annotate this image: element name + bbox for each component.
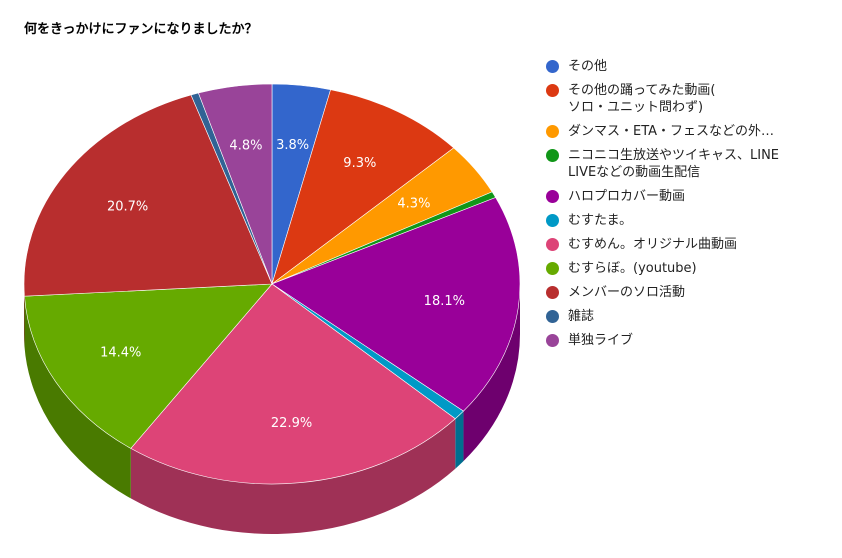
legend-item-10: 単独ライブ xyxy=(546,332,836,349)
legend-item-1: その他の踊ってみた動画( ソロ・ユニット問わず) xyxy=(546,82,836,116)
pie-slice-4[interactable] xyxy=(271,197,521,412)
slice-value-label-4: 18.1% xyxy=(424,294,465,309)
legend-item-6: むすめん。オリジナル曲動画 xyxy=(546,236,836,253)
legend-swatch-0 xyxy=(546,60,559,73)
legend-item-3: ニコニコ生放送やツイキャス、LINE LIVEなどの動画生配信 xyxy=(546,147,836,181)
pie-slice-side-4 xyxy=(463,284,520,462)
pie-slice-10[interactable] xyxy=(198,83,273,285)
slice-value-label-10: 4.8% xyxy=(229,139,262,154)
legend-label-6: むすめん。オリジナル曲動画 xyxy=(568,237,738,252)
legend-swatch-4 xyxy=(546,190,559,203)
legend-label-4: ハロプロカバー動画 xyxy=(568,189,686,204)
pie-slice-6[interactable] xyxy=(130,283,456,485)
legend-item-5: むすたま。 xyxy=(546,212,836,229)
legend-swatch-9 xyxy=(546,310,559,323)
chart-title: 何をきっかけにファンになりましたか？ xyxy=(24,22,258,37)
legend-item-8: メンバーのソロ活動 xyxy=(546,284,836,301)
pie-slice-side-6 xyxy=(130,418,456,534)
pie-slice-1[interactable] xyxy=(271,89,455,285)
legend-swatch-5 xyxy=(546,214,559,227)
legend-label-1: その他の踊ってみた動画( ソロ・ユニット問わず) xyxy=(568,83,716,115)
pie-slices-group xyxy=(23,83,521,485)
legend-swatch-3 xyxy=(546,149,559,162)
pie-slice-side-7 xyxy=(24,296,131,499)
legend-label-7: むすらぼ。(youtube) xyxy=(568,261,697,276)
legend-swatch-6 xyxy=(546,238,559,251)
legend-swatch-8 xyxy=(546,286,559,299)
legend-item-9: 雑誌 xyxy=(546,308,836,325)
legend-label-9: 雑誌 xyxy=(568,309,595,324)
pie-slice-8[interactable] xyxy=(23,94,273,297)
legend-label-10: 単独ライブ xyxy=(568,333,634,348)
legend-label-0: その他 xyxy=(568,59,608,74)
legend: その他その他の踊ってみた動画( ソロ・ユニット問わず) ダンマス・ETA・フェスな… xyxy=(546,58,836,356)
slice-value-label-0: 3.8% xyxy=(276,138,309,153)
legend-label-3: ニコニコ生放送やツイキャス、LINE LIVEなどの動画生配信 xyxy=(568,148,780,180)
legend-item-2: ダンマス・ETA・フェスなどの外… xyxy=(546,123,836,140)
legend-item-4: ハロプロカバー動画 xyxy=(546,188,836,205)
slice-value-label-6: 22.9% xyxy=(271,416,312,431)
pie-slice-side-5 xyxy=(455,411,464,469)
pie-labels-group: 3.8% 9.3% 4.3% 18.1% 22.9% 14.4% 20.7% 4.8% xyxy=(100,138,465,431)
legend-swatch-2 xyxy=(546,125,559,138)
pie-slice-7[interactable] xyxy=(24,283,273,449)
legend-swatch-10 xyxy=(546,334,559,347)
slice-value-label-7: 14.4% xyxy=(100,346,141,361)
pie-depth-group xyxy=(24,284,520,534)
legend-label-2: ダンマス・ETA・フェスなどの外… xyxy=(568,124,775,139)
legend-item-0: その他 xyxy=(546,58,836,75)
legend-swatch-7 xyxy=(546,262,559,275)
legend-item-7: むすらぼ。(youtube) xyxy=(546,260,836,277)
slice-value-label-1: 9.3% xyxy=(343,156,376,171)
legend-swatch-1 xyxy=(546,84,559,97)
legend-label-8: メンバーのソロ活動 xyxy=(568,285,686,300)
slice-value-label-2: 4.3% xyxy=(397,196,430,211)
legend-label-5: むすたま。 xyxy=(568,213,633,228)
slice-value-label-8: 20.7% xyxy=(107,199,148,214)
